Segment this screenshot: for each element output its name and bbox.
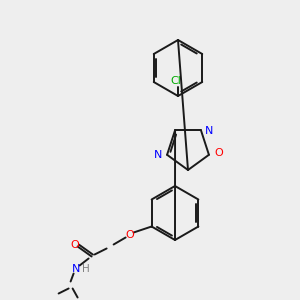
Text: H: H bbox=[82, 265, 89, 275]
Text: N: N bbox=[71, 265, 80, 275]
Text: Cl: Cl bbox=[171, 76, 182, 86]
Text: N: N bbox=[154, 150, 162, 160]
Text: N: N bbox=[205, 126, 213, 136]
Text: O: O bbox=[125, 230, 134, 239]
Text: O: O bbox=[214, 148, 223, 158]
Text: O: O bbox=[70, 241, 79, 250]
